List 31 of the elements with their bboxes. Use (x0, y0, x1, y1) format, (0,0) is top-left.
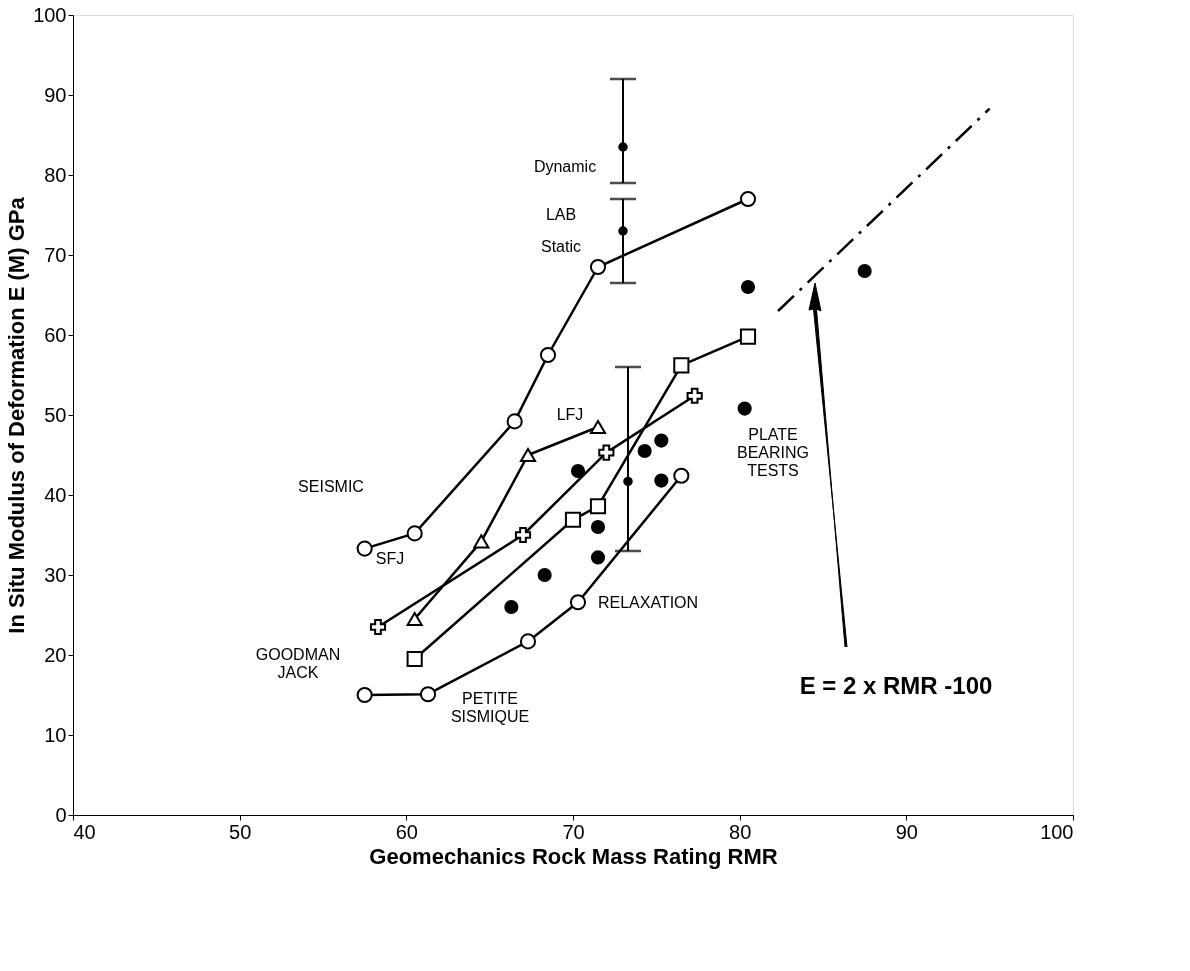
annotation: PLATE BEARING TESTS (736, 426, 810, 479)
annotation: Static (540, 238, 582, 255)
annotation: RELAXATION (597, 594, 699, 611)
y-axis-title: In Situ Modulus of Deformation E (M) GPa (4, 196, 30, 634)
annotation: E = 2 x RMR -100 (799, 672, 993, 699)
y-tick-label: 30 (44, 563, 67, 586)
annotation: GOODMAN JACK (255, 646, 341, 681)
annotation: LFJ (556, 406, 584, 423)
y-tick-label: 40 (44, 483, 67, 506)
y-tick-label: 80 (44, 163, 67, 186)
annotation: SEISMIC (298, 478, 364, 495)
annotation: PETITE SISMIQUE (450, 690, 530, 725)
y-tick-label: 60 (44, 323, 67, 346)
annotation: Dynamic (533, 158, 597, 175)
x-axis-title: Geomechanics Rock Mass Rating RMR (369, 843, 778, 869)
y-tick-label: 70 (44, 243, 67, 266)
annotation: SFJ (375, 550, 405, 567)
x-tick-label: 40 (73, 820, 96, 843)
y-tick-label: 20 (44, 643, 67, 666)
x-tick-label: 100 (1040, 820, 1074, 843)
x-tick-label: 90 (895, 820, 918, 843)
y-tick-label: 0 (55, 803, 67, 826)
annotation: LAB (545, 206, 577, 223)
x-tick-label: 50 (229, 820, 252, 843)
y-tick-label: 100 (33, 3, 67, 26)
x-tick-label: 70 (562, 820, 585, 843)
x-tick-label: 80 (729, 820, 752, 843)
x-tick-label: 60 (395, 820, 418, 843)
y-tick-label: 50 (44, 403, 67, 426)
y-tick-label: 90 (44, 83, 67, 106)
y-tick-label: 10 (44, 723, 67, 746)
